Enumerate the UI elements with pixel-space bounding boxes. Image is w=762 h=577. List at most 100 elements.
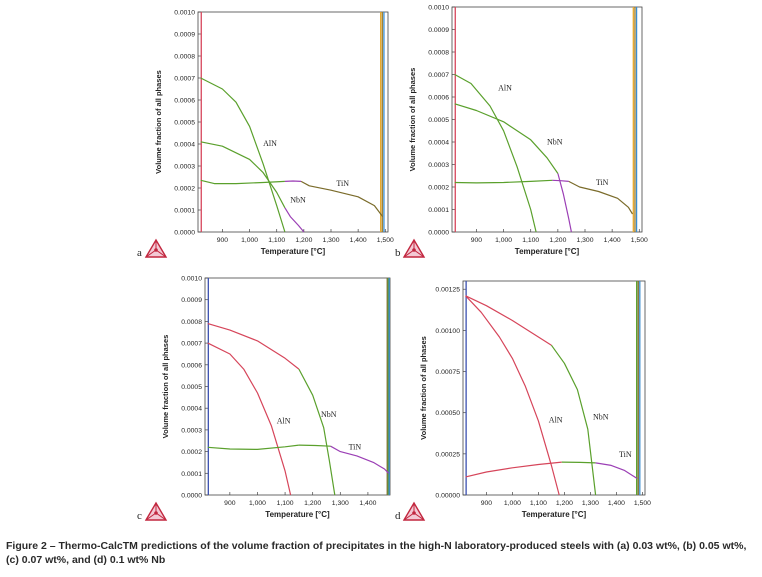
y-tick-label: 0.00050 bbox=[435, 410, 460, 417]
y-tick-label: 0.0000 bbox=[428, 230, 449, 237]
y-tick-label: 0.0001 bbox=[174, 208, 195, 215]
series-line-nbn bbox=[465, 295, 552, 346]
thermo-calc-logo bbox=[402, 501, 426, 521]
y-tick-label: 0.0009 bbox=[174, 32, 195, 39]
x-tick-label: 1,100 bbox=[277, 500, 294, 507]
series-line-aln bbox=[207, 342, 292, 496]
plot-frame bbox=[451, 6, 643, 233]
y-tick-label: 0.0004 bbox=[174, 142, 195, 149]
y-tick-label: 0.0004 bbox=[428, 140, 449, 147]
x-tick-label: 1,200 bbox=[295, 237, 312, 244]
x-tick-label: 900 bbox=[217, 237, 229, 244]
x-tick-label: 1,500 bbox=[377, 237, 394, 244]
x-tick-label: 1,500 bbox=[631, 237, 648, 244]
y-tick-label: 0.00025 bbox=[435, 451, 460, 458]
x-axis-label: Temperature [°C] bbox=[522, 510, 587, 519]
thermo-calc-logo bbox=[144, 501, 168, 521]
x-tick-label: 1,100 bbox=[530, 500, 547, 507]
y-tick-label: 0.0000 bbox=[174, 230, 195, 237]
series-line-nbn bbox=[284, 207, 305, 233]
series-line bbox=[200, 179, 285, 185]
y-tick-label: 0.0007 bbox=[428, 72, 449, 79]
panel-letter: b bbox=[395, 247, 401, 259]
series-line-aln bbox=[454, 73, 537, 233]
x-tick-label: 1,300 bbox=[322, 237, 339, 244]
plot-frame bbox=[197, 11, 389, 233]
y-tick-label: 0.0002 bbox=[181, 449, 202, 456]
x-tick-label: 1,100 bbox=[268, 237, 285, 244]
x-tick-label: 1,400 bbox=[359, 500, 376, 507]
figure-caption: Figure 2 – Thermo-CalcTM predictions of … bbox=[6, 540, 747, 566]
y-tick-label: 0.00100 bbox=[435, 328, 460, 335]
series-line bbox=[298, 444, 331, 447]
x-tick-label: 1,000 bbox=[495, 237, 512, 244]
panel-letter: a bbox=[137, 247, 142, 259]
y-tick-label: 0.0005 bbox=[428, 117, 449, 124]
x-tick-label: 1,200 bbox=[304, 500, 321, 507]
y-tick-label: 0.0009 bbox=[181, 297, 202, 304]
y-tick-label: 0.0008 bbox=[174, 54, 195, 61]
x-tick-label: 900 bbox=[471, 237, 483, 244]
y-tick-label: 0.0008 bbox=[428, 50, 449, 57]
series-line-nbn bbox=[207, 323, 300, 370]
x-tick-label: 1,400 bbox=[608, 500, 625, 507]
y-tick-label: 0.00000 bbox=[435, 493, 460, 500]
thermo-calc-logo bbox=[402, 238, 426, 258]
series-line bbox=[561, 461, 596, 464]
y-tick-label: 0.0000 bbox=[181, 493, 202, 500]
curve-label-aln: AlN bbox=[277, 416, 291, 425]
curve-label-tin: TiN bbox=[596, 178, 609, 187]
series-line-aln bbox=[200, 77, 286, 233]
panel-letter: d bbox=[395, 510, 401, 522]
curve-label-nbn: NbN bbox=[321, 410, 337, 419]
x-tick-label: 1,300 bbox=[332, 500, 349, 507]
x-tick-label: 900 bbox=[224, 500, 236, 507]
series-line-nbn bbox=[454, 103, 559, 174]
y-tick-label: 0.0001 bbox=[181, 471, 202, 478]
x-tick-label: 1,000 bbox=[249, 500, 266, 507]
curve-label-tin: TiN bbox=[336, 179, 349, 188]
y-axis-label: Volume fraction of all phases bbox=[408, 68, 417, 172]
y-tick-label: 0.0005 bbox=[181, 384, 202, 391]
y-tick-label: 0.0004 bbox=[181, 406, 202, 413]
y-tick-label: 0.00075 bbox=[435, 369, 460, 376]
chart-panel-d: 0.00000 0.00025 0.00050 0.00075 0.00100 0.001… bbox=[395, 280, 651, 522]
y-tick-label: 0.0002 bbox=[174, 186, 195, 193]
y-tick-label: 0.0010 bbox=[428, 5, 449, 12]
y-axis-label: Volume fraction of all phases bbox=[161, 335, 170, 439]
y-tick-label: 0.0010 bbox=[181, 276, 202, 283]
x-tick-label: 1,200 bbox=[556, 500, 573, 507]
series-line-tin bbox=[330, 445, 390, 474]
curve-label-nbn: NbN bbox=[547, 137, 563, 146]
curve-label-nbn: NbN bbox=[593, 412, 609, 421]
series-line bbox=[465, 461, 562, 478]
y-tick-label: 0.0006 bbox=[174, 98, 195, 105]
x-tick-label: 1,300 bbox=[576, 237, 593, 244]
series-line bbox=[207, 444, 299, 450]
y-tick-label: 0.0008 bbox=[181, 319, 202, 326]
y-tick-label: 0.0007 bbox=[181, 341, 202, 348]
series-line-nbn bbox=[550, 344, 597, 496]
x-tick-label: 1,000 bbox=[241, 237, 258, 244]
plot-frame bbox=[462, 280, 646, 496]
y-tick-label: 0.0005 bbox=[174, 120, 195, 127]
series-line-nbn bbox=[298, 368, 336, 496]
plot-frame bbox=[204, 277, 391, 496]
y-tick-label: 0.0010 bbox=[174, 10, 195, 17]
x-tick-label: 1,400 bbox=[350, 237, 367, 244]
curve-label-aln: AlN bbox=[263, 139, 277, 148]
y-tick-label: 0.00125 bbox=[435, 287, 460, 294]
series-line-aln bbox=[465, 295, 560, 496]
x-tick-label: 1,100 bbox=[522, 237, 539, 244]
y-tick-label: 0.0003 bbox=[174, 164, 195, 171]
x-tick-label: 1,200 bbox=[549, 237, 566, 244]
y-tick-label: 0.0002 bbox=[428, 185, 449, 192]
series-line-tin bbox=[595, 462, 638, 480]
x-tick-label: 900 bbox=[481, 500, 493, 507]
chart-panel-a: 0.0000 0.0001 0.0002 0.0003 0.0004 0.0005 0.00… bbox=[137, 10, 394, 260]
y-axis-label: Volume fraction of all phases bbox=[419, 336, 428, 440]
thermo-calc-logo bbox=[144, 238, 168, 258]
curve-label-tin: TiN bbox=[619, 450, 632, 459]
y-tick-label: 0.0006 bbox=[181, 362, 202, 369]
